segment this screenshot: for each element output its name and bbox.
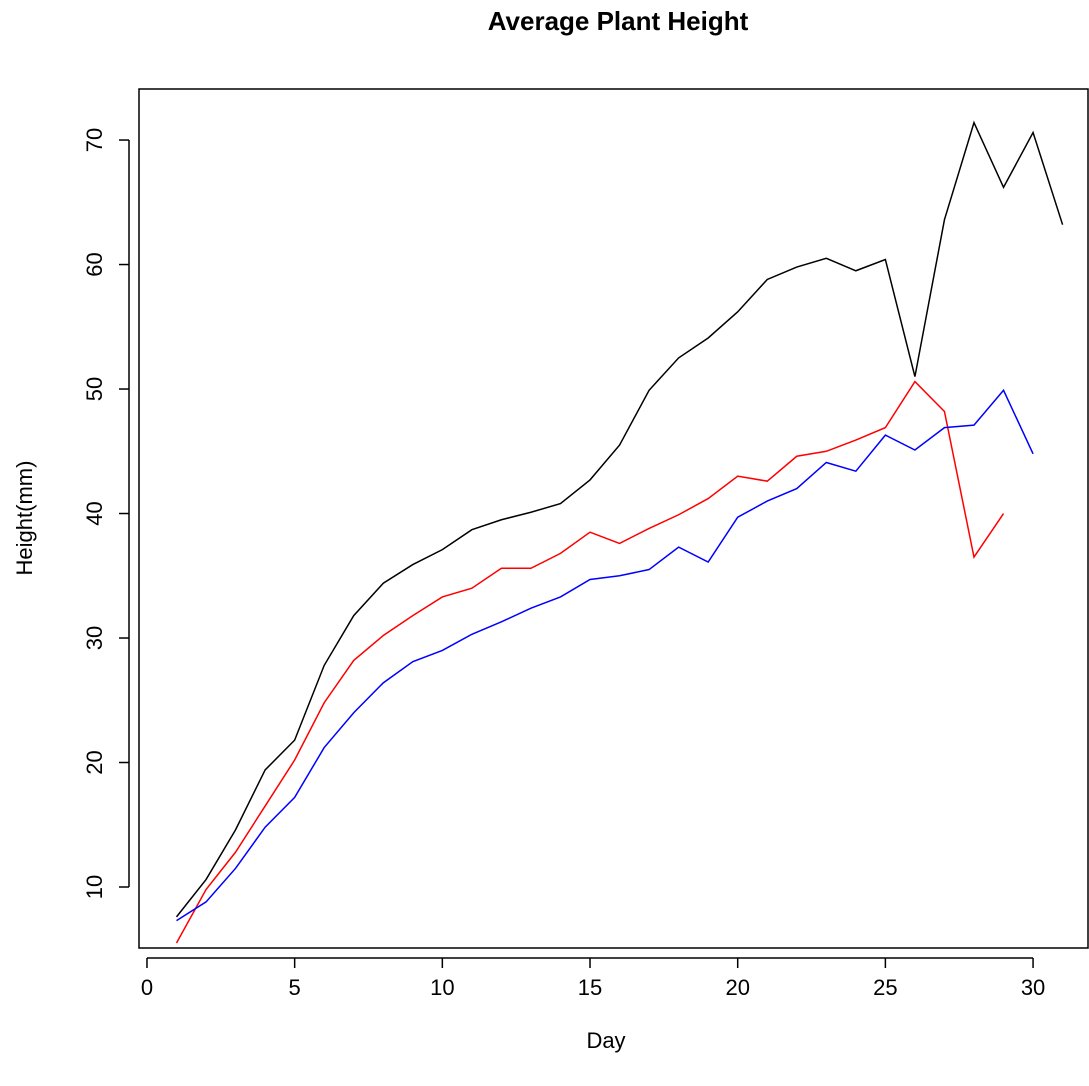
chart-title: Average Plant Height xyxy=(488,6,749,36)
y-tick-label: 60 xyxy=(82,252,107,276)
series-line xyxy=(176,388,1034,922)
x-tick-label: 25 xyxy=(873,975,897,1000)
y-tick-label: 10 xyxy=(82,875,107,899)
series-line xyxy=(175,380,1005,944)
x-tick-label: 10 xyxy=(430,975,454,1000)
x-axis-label: Day xyxy=(586,1028,625,1053)
y-tick-label: 50 xyxy=(82,377,107,401)
y-tick-label: 20 xyxy=(82,750,107,774)
x-tick-label: 30 xyxy=(1021,975,1045,1000)
x-tick-label: 20 xyxy=(725,975,749,1000)
plot-box xyxy=(138,88,1089,949)
y-tick-label: 30 xyxy=(82,626,107,650)
y-axis-label: Height(mm) xyxy=(12,461,37,576)
x-tick-label: 0 xyxy=(141,975,153,1000)
series-line xyxy=(175,120,1064,918)
x-tick-label: 5 xyxy=(289,975,301,1000)
x-tick-label: 15 xyxy=(578,975,602,1000)
y-tick-label: 40 xyxy=(82,501,107,525)
y-tick-label: 70 xyxy=(82,128,107,152)
